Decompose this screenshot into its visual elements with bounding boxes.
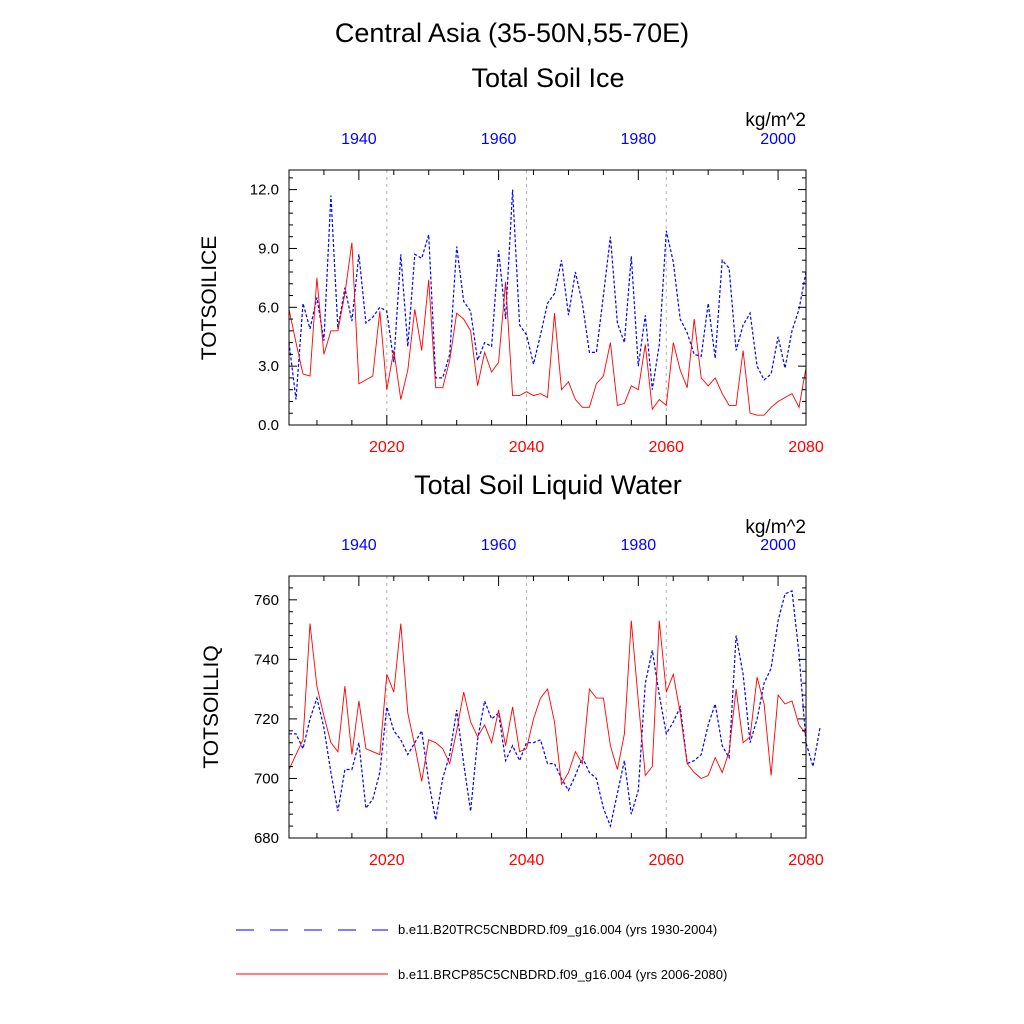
plot-frame [288, 575, 807, 839]
x-top-tick-label: 1960 [481, 537, 517, 554]
x-top-tick-label: 1940 [341, 537, 377, 554]
x-bottom-tick-label: 2040 [509, 439, 545, 456]
x-top-tick-label: 2000 [760, 131, 796, 148]
x-top-tick-label: 1940 [341, 131, 377, 148]
x-bottom-tick-label: 2060 [648, 852, 684, 869]
y-tick-label: 720 [254, 711, 279, 728]
x-bottom-tick-label: 2080 [788, 439, 824, 456]
y-tick-label: 680 [254, 830, 279, 847]
series-line-historical [289, 590, 821, 829]
plot-area: 0.0 3.0 6.0 9.0 12.0 2020 2040 2060 2080 1940 1960… [250, 131, 824, 456]
series-line-future [288, 242, 807, 416]
plot-frame [288, 169, 807, 426]
x-top-tick-label: 1960 [481, 131, 517, 148]
x-bottom-tick-label: 2040 [509, 852, 545, 869]
figure-title: Central Asia (35-50N,55-70E) [335, 18, 689, 48]
x-bottom-tick-label: 2080 [788, 852, 824, 869]
legend: b.e11.B20TRC5CNBDRD.f09_g16.004 (yrs 193… [236, 922, 727, 982]
y-axis-label: TOTSOILLIQ [200, 645, 223, 768]
panel-title: Total Soil Liquid Water [414, 470, 682, 500]
y-tick-label: 700 [254, 770, 279, 787]
y-tick-label: 6.0 [258, 299, 279, 316]
plot-area: 680 700 720 740 760 2020 2040 2060 2080 1940 1960 1… [254, 537, 824, 869]
x-bottom-tick-label: 2020 [369, 852, 405, 869]
y-tick-label: 12.0 [250, 182, 279, 199]
legend-label-future: b.e11.BRCP85C5CNBDRD.f09_g16.004 (yrs 20… [398, 967, 727, 982]
y-tick-label: 0.0 [258, 417, 279, 434]
units-label: kg/m^2 [745, 110, 806, 131]
x-top-tick-label: 1980 [621, 537, 657, 554]
y-axis-label: TOTSOILICE [198, 236, 221, 360]
x-top-tick-label: 1980 [621, 131, 657, 148]
x-top-tick-label: 2000 [760, 537, 796, 554]
panel-title: Total Soil Ice [471, 63, 624, 93]
y-tick-label: 9.0 [258, 240, 279, 257]
legend-label-historical: b.e11.B20TRC5CNBDRD.f09_g16.004 (yrs 193… [398, 922, 717, 937]
y-tick-label: 740 [254, 651, 279, 668]
x-bottom-tick-label: 2020 [369, 439, 405, 456]
x-bottom-tick-label: 2060 [648, 439, 684, 456]
panel-total-soil-ice: Total Soil Ice kg/m^2 TOTSOILICE 0.0 3.0 6… [198, 63, 824, 456]
units-label: kg/m^2 [745, 517, 806, 538]
series-line-future [288, 620, 807, 786]
y-tick-label: 760 [254, 592, 279, 609]
y-tick-label: 3.0 [258, 358, 279, 375]
series-line-historical [288, 189, 807, 400]
panel-total-soil-liquid-water: Total Soil Liquid Water kg/m^2 TOTSOILLI… [200, 470, 824, 869]
